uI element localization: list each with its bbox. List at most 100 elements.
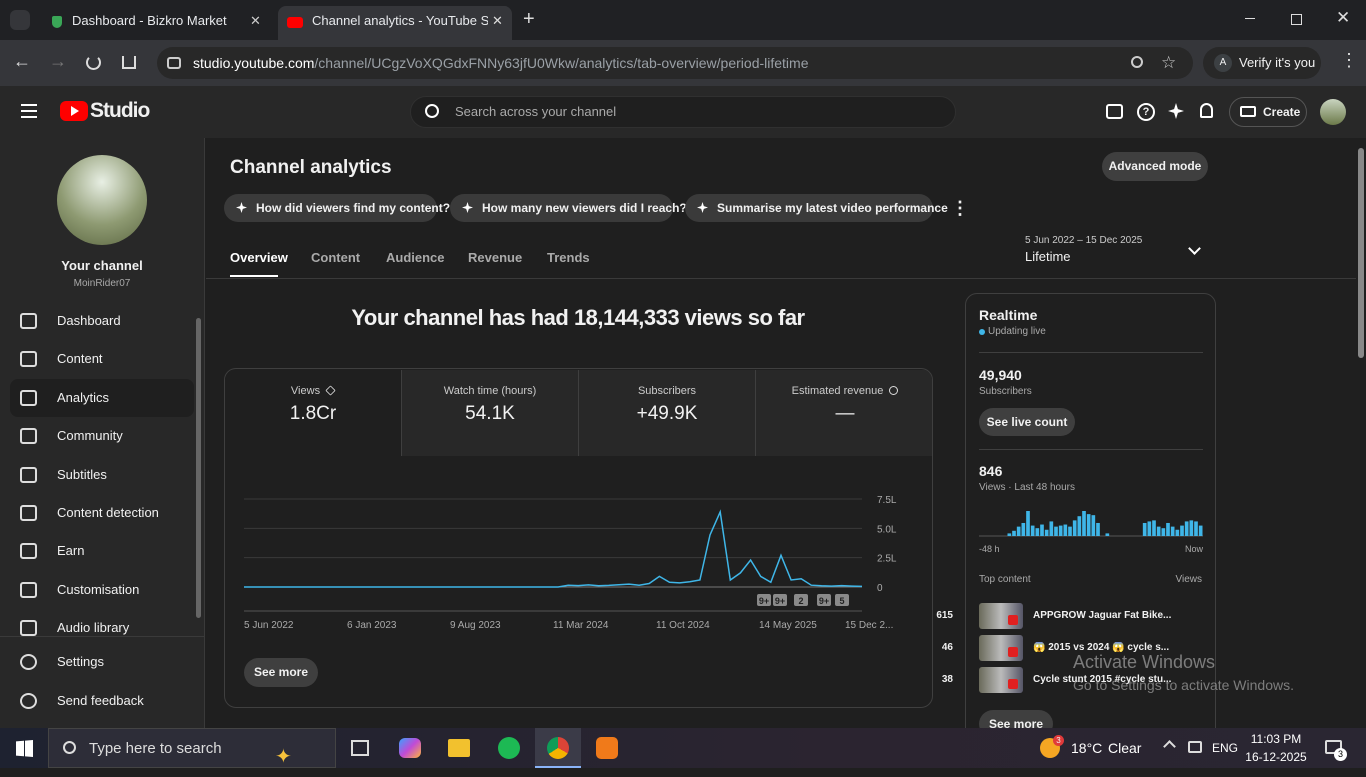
copilot[interactable] — [399, 738, 421, 758]
suggestion-chip[interactable]: How did viewers find my content? — [224, 194, 450, 222]
profile-button[interactable]: A Verify it's you — [1203, 47, 1321, 79]
home[interactable] — [122, 56, 136, 69]
suggestion-chip[interactable]: How many new viewers did I reach? — [450, 194, 687, 222]
suggestion-chip[interactable]: Summarise my latest video performance — [685, 194, 948, 222]
analytics-tab[interactable]: Content — [311, 250, 361, 265]
nav-item[interactable]: Community — [10, 417, 194, 455]
see-more[interactable]: See more — [244, 658, 318, 687]
nav-item[interactable]: Customisation — [10, 571, 194, 609]
feedback-icon[interactable] — [1106, 104, 1123, 119]
nav-item[interactable]: Content — [10, 340, 194, 378]
nav-label: Dashboard — [57, 313, 121, 328]
studio-header: Studio Search across your channel ? Crea… — [0, 86, 1366, 138]
temperature: 18°C — [1071, 740, 1103, 756]
tab-close[interactable]: ✕ — [488, 6, 507, 36]
tab-close[interactable]: ✕ — [250, 13, 261, 28]
nav-item[interactable]: Earn — [10, 532, 194, 570]
bookmark[interactable]: ☆ — [1161, 53, 1177, 72]
nav-icon — [20, 313, 37, 329]
analytics-tab[interactable]: Trends — [547, 250, 590, 265]
language[interactable]: ENG — [1212, 741, 1239, 755]
metric-cell[interactable]: Subscribers +49.9K — [579, 370, 756, 456]
menu[interactable] — [21, 104, 37, 118]
close-window[interactable]: ✕ — [1336, 8, 1351, 27]
tab-menu[interactable] — [10, 10, 30, 30]
help-icon[interactable]: ? — [1137, 103, 1155, 121]
start[interactable] — [16, 740, 33, 757]
metric-cell[interactable]: Estimated revenue — — [756, 370, 932, 456]
nav-item[interactable]: Subtitles — [10, 456, 194, 494]
tab-underline — [230, 275, 278, 277]
notification-count: 3 — [1334, 748, 1347, 761]
reload[interactable] — [86, 55, 101, 70]
ai-icon[interactable] — [1168, 103, 1184, 119]
metric-cell[interactable]: Views 1.8Cr — [225, 370, 402, 456]
nav-icon — [20, 543, 37, 560]
metric-label: Subscribers — [637, 385, 697, 397]
nav-icon — [20, 466, 37, 483]
tray-expand[interactable] — [1163, 740, 1176, 753]
analytics-tab[interactable]: Overview — [230, 250, 288, 265]
channel-avatar[interactable] — [57, 155, 147, 245]
nav-item[interactable]: Dashboard — [10, 302, 194, 340]
footer-item[interactable]: Settings — [10, 643, 194, 681]
live-count-button[interactable]: See live count — [979, 408, 1075, 436]
channel-handle: MoinRider07 — [73, 278, 131, 289]
fl-studio[interactable] — [596, 737, 618, 759]
tab[interactable]: Dashboard - Bizkro Market ✕ — [38, 6, 272, 40]
taskbar-search[interactable]: Type here to search ✦ — [48, 728, 336, 768]
period-dropdown[interactable] — [1188, 242, 1201, 255]
nav-item[interactable]: Audio library — [10, 609, 194, 638]
search-box[interactable]: Search across your channel — [410, 96, 956, 128]
notification-center[interactable] — [1325, 740, 1342, 754]
toolbar: ← → studio.youtube.com/channel/UCgzVoXQG… — [0, 40, 1366, 86]
content-title[interactable]: APPGROW Jaguar Fat Bike... — [1033, 610, 1172, 621]
nav-label: Content detection — [57, 505, 159, 520]
analytics-tab[interactable]: Audience — [386, 250, 445, 265]
task-view[interactable] — [351, 740, 369, 756]
footer-item[interactable]: Send feedback — [10, 682, 194, 720]
file-explorer[interactable] — [448, 739, 470, 757]
content-title[interactable]: 😱 2015 vs 2024 😱 cycle s... — [1033, 642, 1170, 653]
sidebar-scrollbar — [196, 318, 201, 618]
new-tab[interactable]: + — [523, 8, 535, 30]
weather-badge: 3 — [1053, 735, 1064, 746]
yt-logo[interactable] — [60, 101, 88, 121]
account-avatar[interactable] — [1320, 99, 1346, 125]
site-info[interactable] — [167, 57, 181, 69]
zoom[interactable] — [1131, 56, 1143, 68]
top-content-title: Top content — [979, 574, 1031, 585]
more-menu[interactable]: ⋮ — [951, 198, 969, 218]
back[interactable]: ← — [13, 51, 31, 71]
chrome-menu[interactable]: ⋮ — [1340, 50, 1358, 70]
channel-label: Your channel — [61, 258, 143, 273]
metric-label: Views — [225, 385, 401, 397]
content-title[interactable]: Cycle stunt 2015 #cycle stu... — [1033, 674, 1172, 685]
clock-time[interactable]: 11:03 PM — [1250, 732, 1302, 746]
analytics-tab[interactable]: Revenue — [468, 250, 523, 265]
address-bar[interactable]: studio.youtube.com/channel/UCgzVoXQGdxFN… — [157, 47, 1193, 79]
tray-icon[interactable] — [1188, 741, 1202, 753]
spotify[interactable] — [498, 737, 520, 759]
forward[interactable]: → — [49, 51, 67, 71]
nav-item[interactable]: Content detection — [10, 494, 194, 532]
tab-active[interactable]: Channel analytics - YouTube Stu ✕ — [278, 6, 512, 40]
notifications[interactable] — [1200, 103, 1213, 118]
nav-label: Customisation — [57, 581, 140, 597]
nav-icon — [20, 654, 37, 670]
subscriber-label: Subscribers — [979, 386, 1032, 397]
nav-item[interactable]: Analytics — [10, 378, 194, 417]
chrome[interactable] — [535, 728, 581, 768]
advanced-mode[interactable]: Advanced mode — [1102, 152, 1208, 181]
metric-cell[interactable]: Watch time (hours) 54.1K — [402, 370, 579, 456]
restore[interactable] — [1291, 14, 1302, 25]
minimize[interactable] — [1245, 18, 1255, 19]
content-views: 38 — [941, 674, 953, 685]
nav-icon — [20, 581, 37, 598]
period[interactable]: Lifetime — [1025, 249, 1071, 264]
nav-label: Earn — [57, 543, 85, 559]
create-button[interactable]: Create — [1229, 97, 1307, 127]
search-text: Type here to search — [89, 740, 222, 757]
metric-label: Estimated revenue — [756, 385, 932, 397]
clock-date[interactable]: 16-12-2025 — [1245, 750, 1307, 764]
